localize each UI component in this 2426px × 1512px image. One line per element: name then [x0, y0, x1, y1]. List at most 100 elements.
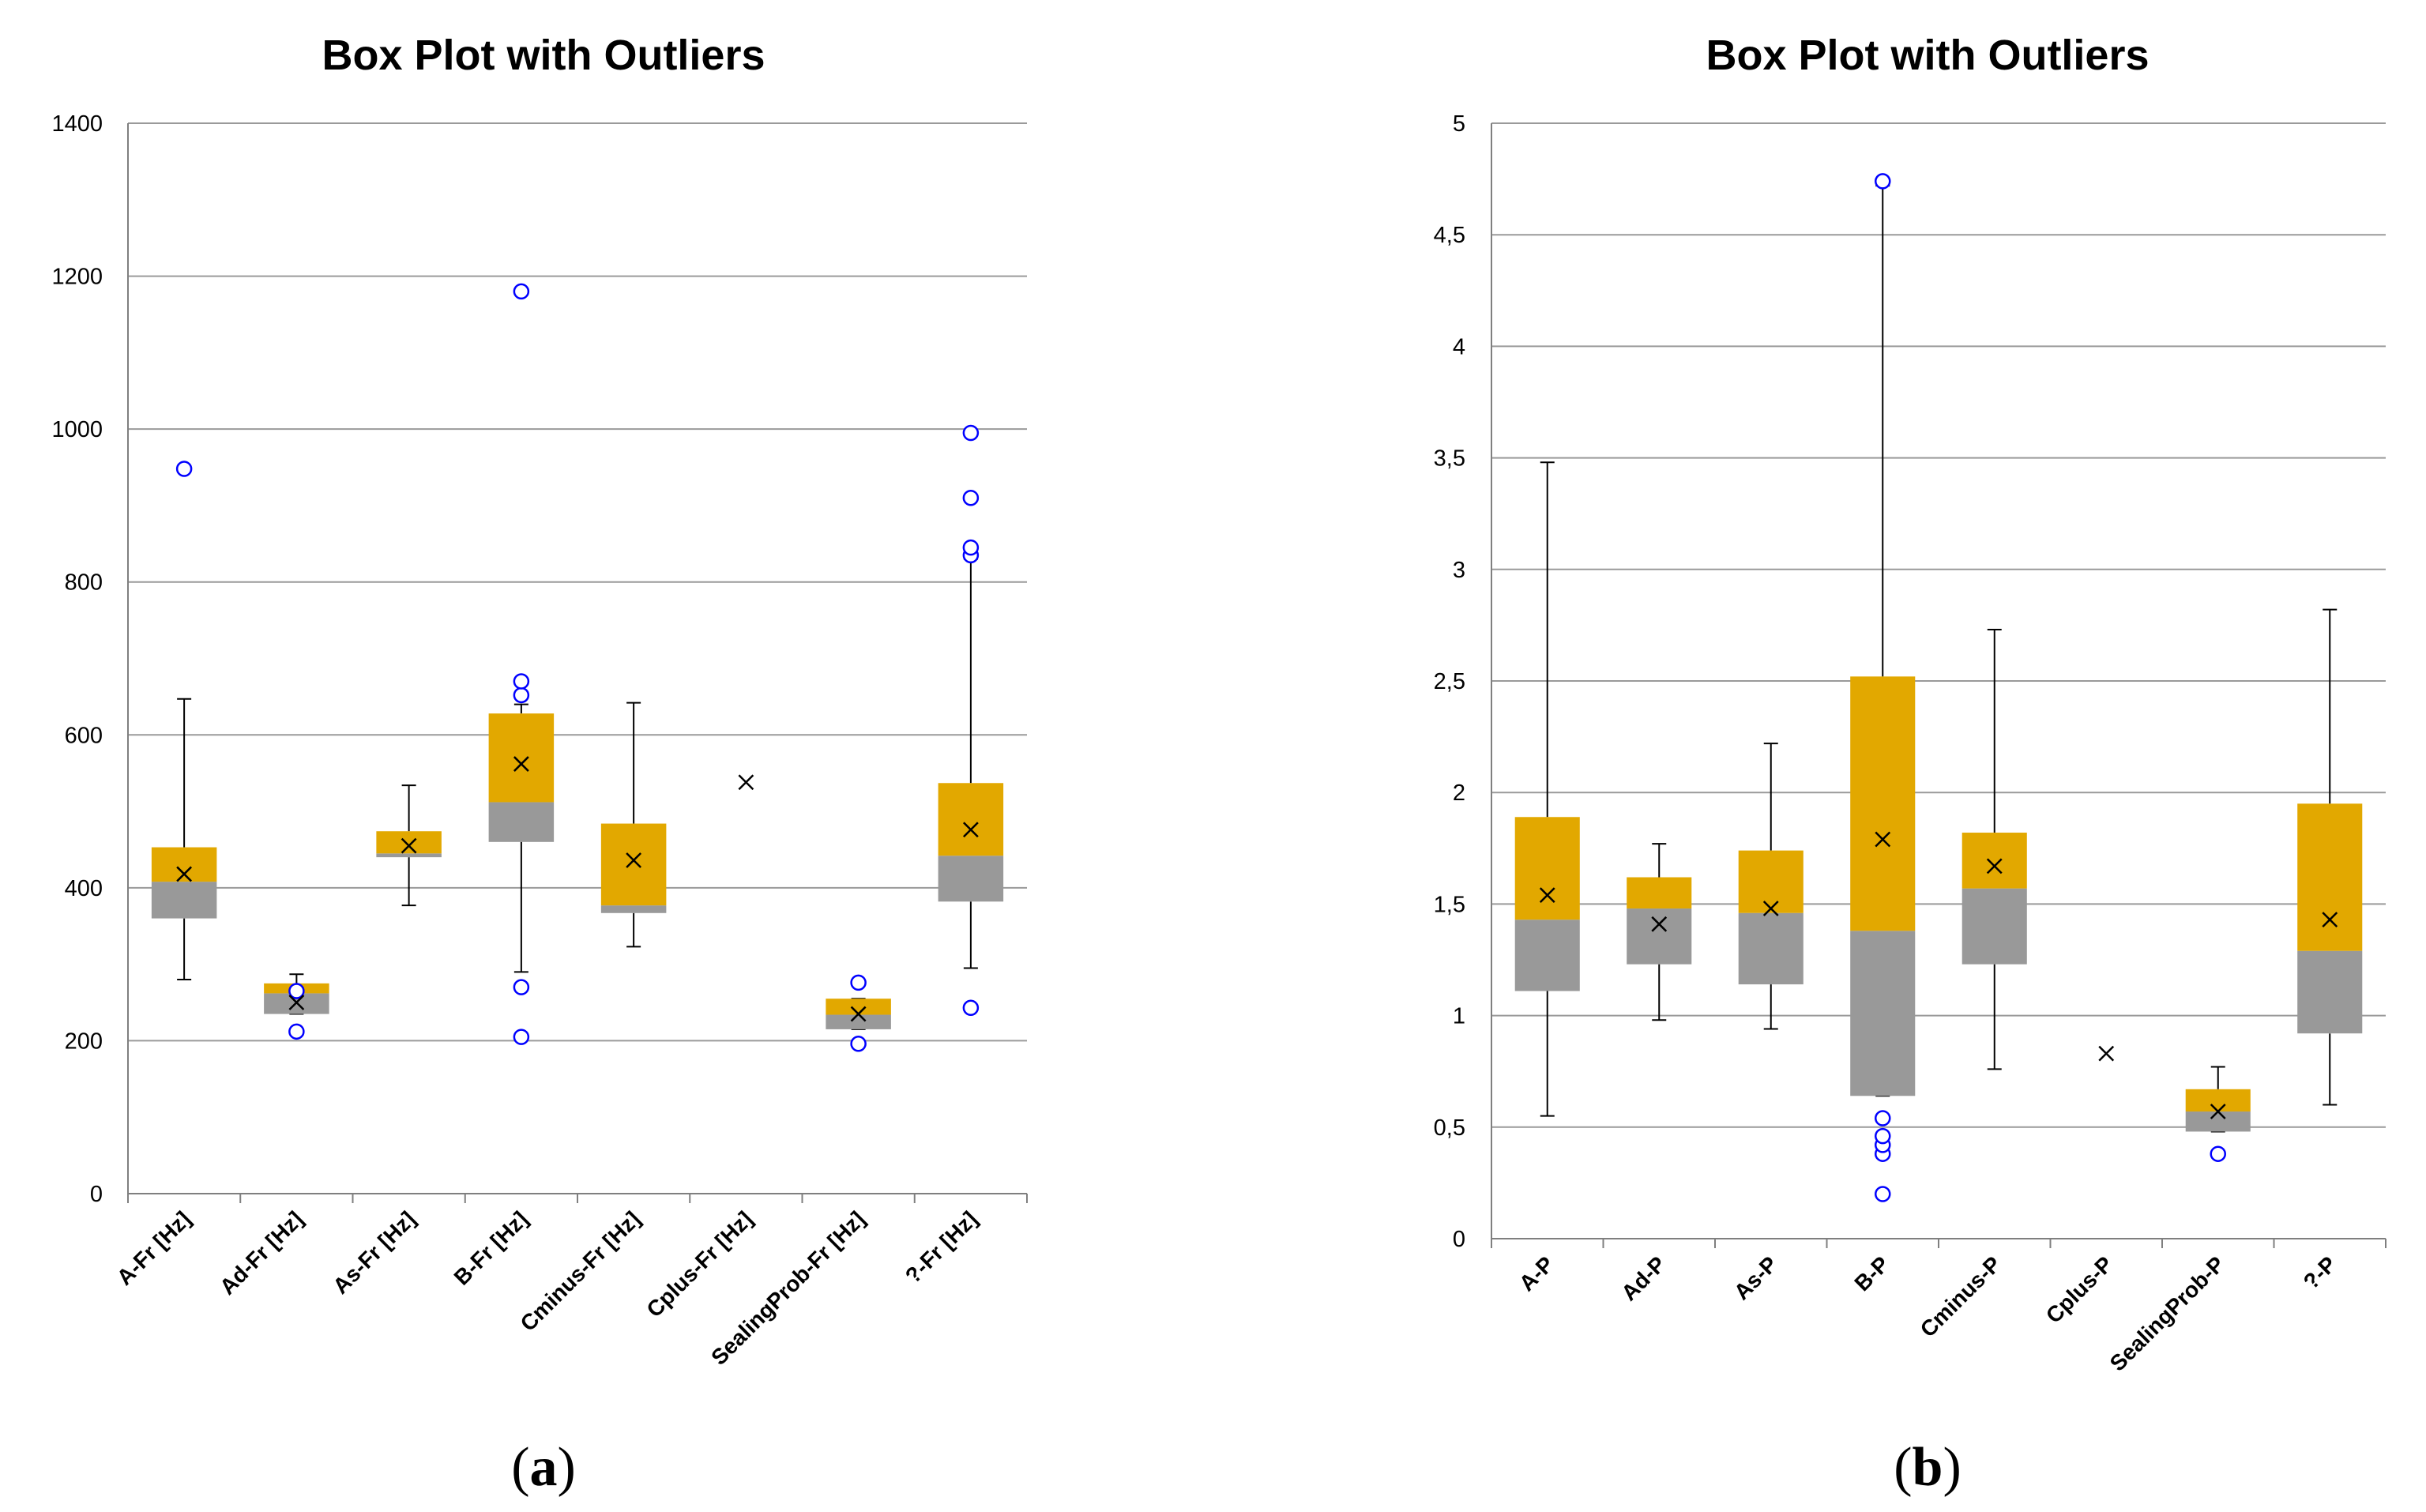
- panel-label-b: (b): [1894, 1437, 1961, 1498]
- y-tick-label: 0,5: [1434, 1115, 1465, 1141]
- box-a-3: [488, 283, 555, 1045]
- y-tick-label: 2,5: [1434, 669, 1465, 694]
- box-a-6: [826, 974, 891, 1052]
- y-tick-label: 200: [65, 1029, 103, 1054]
- outlier-point: [1875, 1127, 1891, 1145]
- mean-marker: [1539, 887, 1555, 903]
- y-tick-label: 2: [1453, 780, 1465, 806]
- box-lower-quartile: [1627, 908, 1692, 965]
- outlier-point: [513, 1029, 530, 1045]
- mean-marker: [850, 1006, 867, 1022]
- box-upper-quartile: [151, 847, 217, 882]
- y-tick-label: 1400: [51, 111, 103, 137]
- box-lower-quartile: [2185, 1111, 2251, 1132]
- mean-marker: [738, 774, 754, 791]
- mean-marker: [401, 837, 417, 854]
- box-a-5: [738, 774, 754, 791]
- box-lower-quartile: [1738, 912, 1804, 985]
- outlier-point: [513, 686, 530, 704]
- y-tick-label: 3,5: [1434, 446, 1465, 472]
- category-label: Cminus-Fr [Hz]: [516, 1206, 645, 1336]
- outlier-point: [962, 490, 980, 506]
- box-b-5: [2098, 1045, 2115, 1062]
- box-lower-quartile: [826, 1014, 891, 1029]
- box-b-4: [1961, 629, 2027, 1070]
- box-b-2: [1738, 743, 1804, 1030]
- box-b-1: [1627, 843, 1692, 1021]
- outlier-point: [1875, 1110, 1891, 1126]
- box-upper-quartile: [938, 783, 1004, 856]
- box-a-1: [264, 973, 329, 1040]
- x-axis-b: [1491, 123, 2387, 1248]
- mean-marker: [1762, 901, 1779, 916]
- y-tick-label: 4,5: [1434, 223, 1465, 248]
- outlier-point: [513, 979, 530, 995]
- box-upper-quartile: [488, 713, 555, 803]
- y-tick-label: 600: [65, 723, 103, 748]
- x-axis-a: [127, 123, 1028, 1203]
- box-b-7: [2297, 608, 2363, 1106]
- y-tick-labels-a: 0 200 400 600 800 1000 1200 1400: [51, 111, 103, 1207]
- outlier-point: [962, 999, 980, 1017]
- outlier-point: [850, 974, 867, 991]
- outlier-point: [513, 673, 530, 690]
- mean-marker: [288, 995, 305, 1010]
- outlier-point: [850, 1036, 867, 1052]
- category-label: As-Fr [Hz]: [328, 1206, 420, 1299]
- outlier-point: [962, 424, 980, 442]
- category-label: Cplus-Fr [Hz]: [641, 1206, 757, 1322]
- mean-marker: [1651, 916, 1668, 932]
- category-label: ?-Fr [Hz]: [901, 1206, 982, 1288]
- outlier-point: [2210, 1145, 2226, 1162]
- category-label: As-P: [1729, 1251, 1782, 1304]
- box-upper-quartile: [2185, 1089, 2251, 1112]
- box-lower-quartile: [938, 856, 1004, 902]
- mean-marker: [2322, 912, 2338, 928]
- chart-panel-b: Box Plot with Outliers 0 0,5 1 1,5 2 2,5 3 3,5 4…: [1434, 32, 2387, 1498]
- box-a-0: [151, 461, 217, 980]
- category-labels-b: A-P Ad-P As-P B-P Cminus-P Cplus-PSealingProb…: [1514, 1251, 2341, 1375]
- box-a-7: [938, 424, 1004, 1017]
- box-upper-quartile: [826, 999, 891, 1015]
- box-series-b: [1514, 173, 2363, 1202]
- panel-label-b-letter: b: [1913, 1437, 1943, 1498]
- box-b-0: [1514, 461, 1580, 1117]
- mean-marker: [2210, 1104, 2226, 1119]
- box-upper-quartile: [1738, 850, 1804, 913]
- gridlines-b: [1491, 122, 2386, 1128]
- outlier-point: [288, 1023, 305, 1040]
- category-label: ?-P: [2299, 1251, 2341, 1294]
- outlier-point: [1875, 173, 1891, 190]
- gridlines-a: [128, 122, 1027, 1042]
- box-upper-quartile: [1961, 833, 2027, 889]
- box-a-2: [376, 784, 442, 907]
- outlier-point: [513, 283, 530, 300]
- chart-title-b: Box Plot with Outliers: [1706, 32, 2149, 79]
- y-tick-label: 1200: [51, 265, 103, 290]
- box-upper-quartile: [600, 823, 667, 906]
- box-lower-quartile: [600, 905, 667, 913]
- box-lower-quartile: [1961, 888, 2027, 965]
- category-labels-a: A-Fr [Hz] Ad-Fr [Hz] As-Fr [Hz] B-Fr [Hz]Cm…: [112, 1206, 982, 1370]
- box-a-4: [600, 701, 667, 948]
- box-upper-quartile: [1850, 676, 1916, 931]
- y-tick-label: 4: [1453, 334, 1465, 359]
- box-lower-quartile: [1514, 920, 1580, 991]
- box-lower-quartile: [2297, 950, 2363, 1034]
- box-upper-quartile: [1514, 817, 1580, 920]
- category-label: B-P: [1849, 1251, 1894, 1296]
- box-lower-quartile: [151, 882, 217, 919]
- mean-marker: [962, 822, 979, 838]
- mean-marker: [1875, 831, 1891, 848]
- box-upper-quartile: [1627, 877, 1692, 909]
- category-label: A-Fr [Hz]: [112, 1206, 196, 1290]
- outlier-point: [1875, 1186, 1891, 1202]
- box-b-3: [1850, 173, 1916, 1202]
- mean-marker: [626, 852, 642, 868]
- box-lower-quartile: [376, 853, 442, 858]
- y-tick-label: 800: [65, 570, 103, 596]
- category-label: B-Fr [Hz]: [449, 1206, 533, 1290]
- y-tick-labels-b: 0 0,5 1 1,5 2 2,5 3 3,5 4 4,5 5: [1434, 111, 1465, 1252]
- outlier-point: [288, 983, 305, 999]
